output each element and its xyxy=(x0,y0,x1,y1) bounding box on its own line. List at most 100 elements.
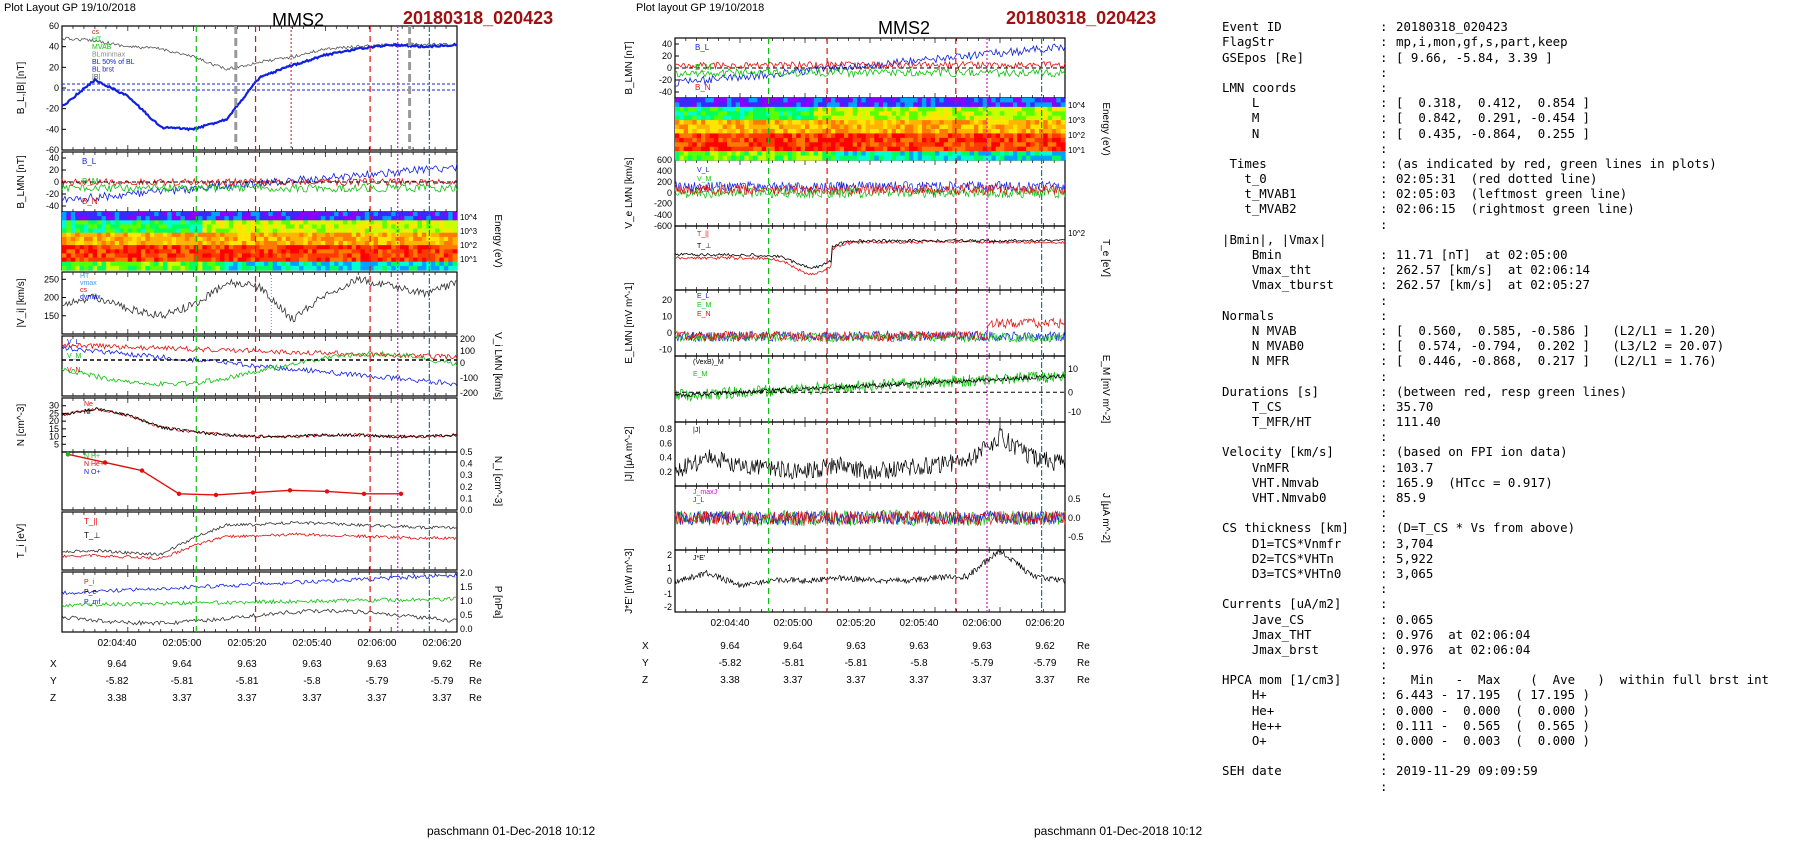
spectrogram-cell xyxy=(848,115,854,121)
summary-value: 11.71 [nT] at 02:05:00 xyxy=(1396,247,1568,262)
spectrogram-cell xyxy=(378,253,383,258)
spectrogram-cell xyxy=(241,253,247,258)
spectrogram-cell xyxy=(294,265,300,271)
spectrogram-cell xyxy=(766,133,771,139)
spectrogram-cell xyxy=(382,232,388,238)
spectrogram-cell xyxy=(435,220,440,225)
spectrogram-cell xyxy=(757,137,763,143)
summary-key: FlagStr xyxy=(1222,34,1275,50)
summary-value: [ 0.842, 0.291, -0.454 ] xyxy=(1396,110,1590,126)
spectrogram-cell xyxy=(88,232,94,238)
spectrogram-cell xyxy=(900,98,906,103)
spectrogram-cell xyxy=(1034,137,1040,143)
spectrogram-cell xyxy=(66,265,72,271)
spectrogram-cell xyxy=(202,241,208,246)
spectrogram-cell xyxy=(105,261,111,267)
summary-colon: : xyxy=(1380,748,1388,764)
spectrogram-cell xyxy=(430,253,436,258)
spectrogram-cell xyxy=(145,236,151,242)
spectrogram-cell xyxy=(75,228,81,234)
spectrogram-cell xyxy=(1004,133,1010,139)
spectrogram-cell xyxy=(831,124,836,130)
spectrogram-cell xyxy=(744,129,750,134)
spectrogram-cell xyxy=(132,228,138,234)
spectrogram-cell xyxy=(136,245,142,250)
spectrogram-cell xyxy=(88,212,94,217)
spectrogram-cell xyxy=(792,133,797,139)
ephem-value: -5.8 xyxy=(910,658,928,669)
spectrogram-cell xyxy=(891,146,897,152)
spectrogram-cell xyxy=(272,224,278,229)
spectrogram-cell xyxy=(757,98,763,103)
spectrogram-cell xyxy=(105,249,111,254)
spectrogram-cell xyxy=(430,224,436,229)
spectrogram-cell xyxy=(761,106,767,112)
spectrogram-cell xyxy=(891,129,897,134)
spectrogram-cell xyxy=(948,129,953,134)
spectrogram-cell xyxy=(809,120,815,125)
spectrogram-cell xyxy=(241,257,247,263)
spectrogram-cell xyxy=(281,241,287,246)
spectrogram-cell xyxy=(369,220,375,225)
spectrogram-cell xyxy=(731,106,737,112)
spectrogram-cell xyxy=(320,216,326,221)
summary-value: [ 0.560, 0.585, -0.586 ] (L2/L1 = 1.20) xyxy=(1396,322,1717,338)
spectrogram-cell xyxy=(386,245,392,250)
summary-key: He++ xyxy=(1222,717,1282,733)
ni-h-series xyxy=(67,453,401,496)
spectrogram-cell xyxy=(826,98,832,103)
y-tick-label: 60 xyxy=(49,21,59,31)
spectrogram-cell xyxy=(351,232,357,238)
spectrogram-cell xyxy=(141,241,146,246)
spectrogram-cell xyxy=(1008,111,1014,117)
spectrogram-cell xyxy=(373,220,379,225)
spectrogram-cell xyxy=(448,212,454,217)
spectrogram-cell xyxy=(110,220,116,225)
spectrogram-cell xyxy=(900,120,906,125)
spectrogram-cell xyxy=(909,98,914,103)
spectrogram-cell xyxy=(835,98,841,103)
p-i xyxy=(61,596,458,608)
spectrogram-cell xyxy=(930,155,936,161)
spectrogram-cell xyxy=(299,253,304,258)
spectrogram-cell xyxy=(727,115,732,121)
spectrogram-cell xyxy=(1008,124,1014,130)
spectrogram-cell xyxy=(347,228,353,234)
spectrogram-cell xyxy=(800,133,806,139)
spectrogram-cell xyxy=(761,155,767,161)
spectrogram-cell xyxy=(740,137,745,143)
spectrogram-cell xyxy=(774,111,780,117)
spectrogram-cell xyxy=(887,151,893,156)
spectrogram-cell xyxy=(272,257,278,263)
spectrogram-cell xyxy=(926,129,932,134)
spectrogram-cell xyxy=(272,253,278,258)
spectrogram-cell xyxy=(839,115,845,121)
spectrogram-cell xyxy=(956,151,962,156)
spectrogram-cell xyxy=(325,245,331,250)
y-tick-label: 1.5 xyxy=(460,582,473,592)
summary-row: N MVAB0:[ 0.574, -0.794, 0.202 ] (L3/L2 … xyxy=(1222,338,1800,353)
spectrogram-cell xyxy=(917,129,923,134)
spectrogram-cell xyxy=(198,249,203,254)
spectrogram-cell xyxy=(325,212,331,217)
spectrogram-cell xyxy=(753,98,758,103)
spectrogram-cell xyxy=(982,124,988,130)
spectrogram-cell xyxy=(198,228,203,234)
spectrogram-cell xyxy=(705,120,711,125)
spectrogram-cell xyxy=(97,232,102,238)
spectrogram-cell xyxy=(92,224,98,229)
spectrogram-cell xyxy=(386,249,392,254)
spectrogram-cell xyxy=(679,98,685,103)
spectrogram-cell xyxy=(259,257,265,263)
spectrogram-cell xyxy=(369,241,375,246)
spectrogram-cell xyxy=(215,212,221,217)
spectrogram-cell xyxy=(255,241,260,246)
spectrogram-cell xyxy=(158,224,164,229)
spectrogram-cell xyxy=(922,133,927,139)
ephem-value: 3.37 xyxy=(172,693,192,704)
spectrogram-cell xyxy=(727,133,732,139)
spectrogram-cell xyxy=(865,111,871,117)
summary-colon: : xyxy=(1380,247,1388,262)
spectrogram-cell xyxy=(744,137,750,143)
spectrogram-cell xyxy=(272,216,278,221)
